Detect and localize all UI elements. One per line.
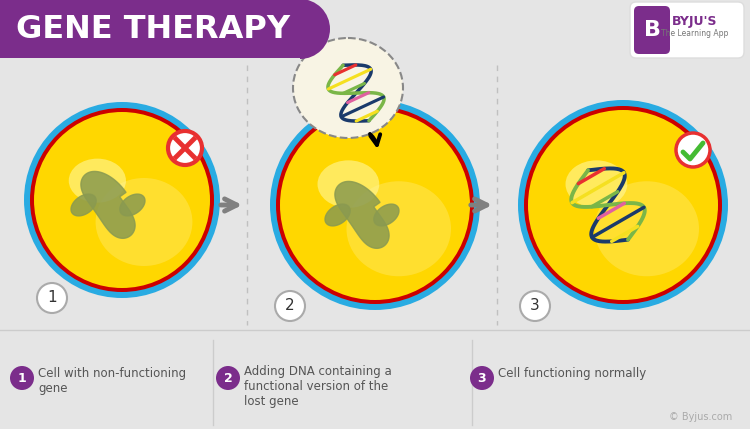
FancyBboxPatch shape [0,0,300,58]
Polygon shape [374,204,399,226]
Circle shape [520,291,550,321]
Circle shape [470,366,494,390]
Polygon shape [325,204,350,226]
Circle shape [37,283,67,313]
Text: 2: 2 [285,299,295,314]
Circle shape [216,366,240,390]
Ellipse shape [280,110,470,300]
Circle shape [676,133,710,167]
Ellipse shape [95,178,193,266]
Text: Adding DNA containing a
functional version of the
lost gene: Adding DNA containing a functional versi… [244,365,392,408]
Text: 3: 3 [478,372,486,384]
Text: 2: 2 [224,372,232,384]
Text: 3: 3 [530,299,540,314]
FancyBboxPatch shape [630,2,744,58]
Ellipse shape [69,159,126,202]
Text: 1: 1 [47,290,57,305]
Ellipse shape [24,102,220,298]
Ellipse shape [524,106,722,304]
Ellipse shape [595,181,699,276]
Polygon shape [335,181,389,248]
Text: Cell functioning normally: Cell functioning normally [498,367,646,380]
Polygon shape [71,194,96,216]
Ellipse shape [346,181,451,276]
Ellipse shape [518,100,728,310]
Ellipse shape [317,160,380,208]
Ellipse shape [276,106,474,304]
Ellipse shape [270,100,480,310]
Circle shape [168,131,202,165]
Text: GENE THERAPY: GENE THERAPY [16,13,290,45]
Wedge shape [300,0,330,59]
Text: 1: 1 [18,372,26,384]
FancyBboxPatch shape [634,6,670,54]
Polygon shape [81,172,135,239]
Text: B: B [644,20,661,40]
Circle shape [275,291,305,321]
Ellipse shape [528,110,718,300]
Text: The Learning App: The Learning App [662,30,729,39]
Text: © Byjus.com: © Byjus.com [669,412,732,422]
Text: BYJU'S: BYJU'S [672,15,718,27]
Circle shape [10,366,34,390]
Polygon shape [120,194,145,216]
Ellipse shape [34,112,210,288]
Ellipse shape [293,38,403,138]
Text: Cell with non-functioning
gene: Cell with non-functioning gene [38,367,186,395]
Ellipse shape [566,160,627,208]
Ellipse shape [30,108,214,292]
